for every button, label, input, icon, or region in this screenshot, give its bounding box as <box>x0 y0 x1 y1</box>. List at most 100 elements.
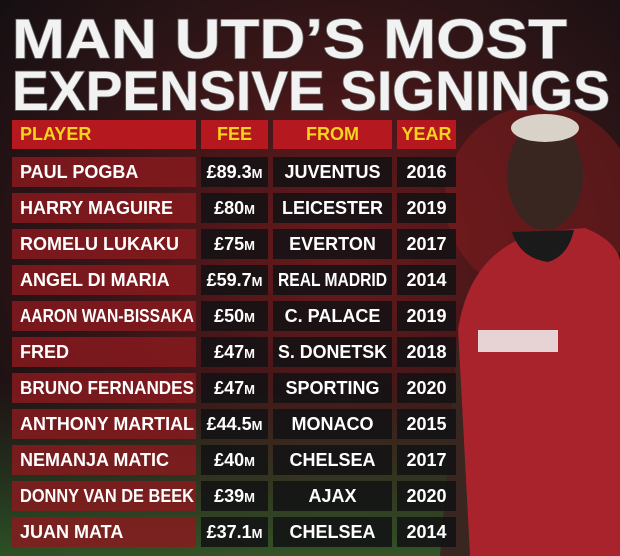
cell-text: £75m <box>214 234 255 254</box>
cell-text: 2019 <box>406 306 446 326</box>
cell-bg <box>397 265 456 295</box>
cell-text: £37.1m <box>207 522 263 542</box>
header-cell <box>12 120 196 149</box>
cell-text: FRED <box>20 342 69 362</box>
cell-text: £44.5m <box>207 414 263 434</box>
cell-bg <box>201 445 268 475</box>
cell-bg <box>397 157 456 187</box>
cell-bg <box>273 337 392 367</box>
cell-text: £80m <box>214 198 255 218</box>
cell-bg <box>397 409 456 439</box>
cell-text: SPORTING <box>285 378 379 398</box>
cell-text: JUAN MATA <box>20 522 123 542</box>
cell-text: MONACO <box>292 414 374 434</box>
cell-bg <box>397 517 456 547</box>
header-label: FROM <box>306 124 359 144</box>
cell-bg <box>201 229 268 259</box>
header-label: FEE <box>217 124 252 144</box>
cell-text: HARRY MAGUIRE <box>20 198 173 218</box>
cell-text: CHELSEA <box>289 522 375 542</box>
cell-bg <box>397 301 456 331</box>
cell-bg <box>201 373 268 403</box>
cell-bg <box>201 409 268 439</box>
cell-bg <box>201 481 268 511</box>
cell-text: 2020 <box>406 486 446 506</box>
cell-text: £50m <box>214 306 255 326</box>
cell-text: 2017 <box>406 450 446 470</box>
cell-text: EVERTON <box>289 234 376 254</box>
cell-bg <box>201 193 268 223</box>
cell-bg <box>201 157 268 187</box>
header-cell <box>397 120 456 149</box>
cell-text: £40m <box>214 450 255 470</box>
cell-text: DONNY VAN DE BEEK <box>20 486 194 506</box>
cell-bg <box>397 445 456 475</box>
cell-text: BRUNO FERNANDES <box>20 378 194 398</box>
cell-bg <box>397 229 456 259</box>
cell-bg <box>273 481 392 511</box>
cell-bg <box>12 337 196 367</box>
cell-text: ANTHONY MARTIAL <box>20 414 194 434</box>
cell-bg <box>273 301 392 331</box>
cell-bg <box>12 373 196 403</box>
cell-bg <box>273 229 392 259</box>
cell-bg <box>12 301 196 331</box>
table: PLAYER FEE FROM YEAR PAUL POGBA £89.3m JUVENTU… <box>12 120 456 547</box>
player-photo <box>440 114 620 556</box>
cell-bg <box>201 517 268 547</box>
header-cell <box>201 120 268 149</box>
cell-text: £59.7m <box>207 270 263 290</box>
cell-text: REAL MADRID <box>278 270 387 290</box>
cell-text: NEMANJA MATIC <box>20 450 169 470</box>
header-label: PLAYER <box>20 124 91 144</box>
cell-bg <box>273 409 392 439</box>
cell-text: S. DONETSK <box>278 342 387 362</box>
cell-bg <box>12 265 196 295</box>
cell-text: 2017 <box>406 234 446 254</box>
cell-text: 2014 <box>406 522 446 542</box>
cell-bg <box>12 193 196 223</box>
cell-text: ANGEL DI MARIA <box>20 270 170 290</box>
cell-bg <box>12 229 196 259</box>
header-cell <box>273 120 392 149</box>
cell-text: £47m <box>214 342 255 362</box>
cell-bg <box>397 193 456 223</box>
cell-bg <box>201 301 268 331</box>
cell-bg <box>273 193 392 223</box>
cell-bg <box>12 445 196 475</box>
title-line: MAN UTD’S MOST <box>12 7 567 70</box>
cell-text: £89.3m <box>207 162 263 182</box>
cell-text: PAUL POGBA <box>20 162 138 182</box>
cell-text: CHELSEA <box>289 450 375 470</box>
cell-text: LEICESTER <box>282 198 383 218</box>
cell-text: 2020 <box>406 378 446 398</box>
cell-text: £39m <box>214 486 255 506</box>
cell-text: 2018 <box>406 342 446 362</box>
cell-bg <box>201 337 268 367</box>
cell-text: 2016 <box>406 162 446 182</box>
header-label: YEAR <box>401 124 451 144</box>
cell-bg <box>273 157 392 187</box>
cell-text: £47m <box>214 378 255 398</box>
cell-text: AJAX <box>308 486 356 506</box>
cell-bg <box>397 337 456 367</box>
cell-bg <box>201 265 268 295</box>
cell-bg <box>273 445 392 475</box>
cell-bg <box>12 409 196 439</box>
cell-text: AARON WAN-BISSAKA <box>20 306 194 326</box>
cell-bg <box>12 517 196 547</box>
cell-bg <box>273 517 392 547</box>
cell-bg <box>273 265 392 295</box>
cell-text: 2015 <box>406 414 446 434</box>
cell-text: 2019 <box>406 198 446 218</box>
title-line: EXPENSIVE SIGNINGS <box>12 59 610 122</box>
cell-bg <box>273 373 392 403</box>
cell-text: 2014 <box>406 270 446 290</box>
cell-bg <box>12 157 196 187</box>
cell-bg <box>397 373 456 403</box>
cell-bg <box>12 481 196 511</box>
cell-text: ROMELU LUKAKU <box>20 234 179 254</box>
cell-text: C. PALACE <box>285 306 381 326</box>
